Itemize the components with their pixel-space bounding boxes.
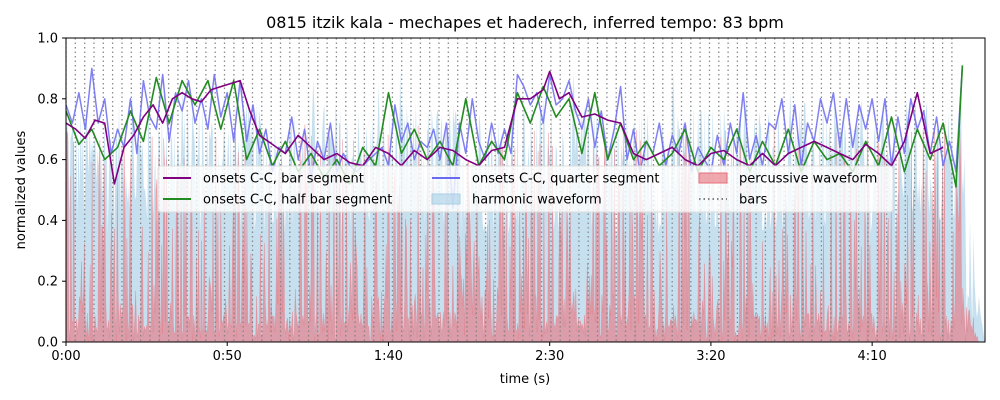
plot-frame — [65, 37, 986, 343]
x-axis: 0:00 0:50 1:40 2:30 3:20 4:10 — [51, 342, 887, 364]
legend-label: harmonic waveform — [472, 193, 602, 208]
chart-title: 0815 itzik kala - mechapes et haderech, … — [266, 13, 784, 32]
legend-label: onsets C-C, bar segment — [203, 172, 364, 187]
legend-label: onsets C-C, half bar segment — [203, 193, 392, 208]
y-axis: 0.0 0.2 0.4 0.6 0.8 1.0 — [37, 32, 66, 351]
y-tick-label: 0.8 — [37, 92, 58, 107]
series-line-half-bar-segment — [66, 65, 964, 188]
legend-entry: onsets C-C, quarter segment — [432, 172, 659, 187]
legend-label: bars — [739, 193, 768, 208]
percussive-waveform — [66, 123, 979, 342]
series-line-quarter-segment — [66, 65, 964, 209]
legend-swatch — [698, 172, 728, 184]
legend: onsets C-C, bar segment onsets C-C, half … — [157, 165, 894, 213]
legend-label: percussive waveform — [739, 172, 877, 187]
legend-entry: harmonic waveform — [431, 193, 602, 208]
bars-layer — [66, 38, 953, 342]
y-tick-label: 0.0 — [37, 336, 58, 351]
x-axis-label: time (s) — [500, 372, 550, 387]
y-axis-label: normalized values — [14, 130, 29, 249]
y-tick-label: 0.2 — [37, 275, 58, 290]
percussive-waveform-layer — [66, 123, 979, 342]
y-tick-label: 0.4 — [37, 214, 58, 229]
x-tick-label: 0:00 — [51, 349, 80, 364]
y-tick-label: 0.6 — [37, 153, 58, 168]
x-tick-label: 1:40 — [374, 349, 403, 364]
legend-label: onsets C-C, quarter segment — [472, 172, 659, 187]
y-tick-label: 1.0 — [37, 32, 58, 47]
legend-entry: percussive waveform — [698, 172, 877, 187]
legend-entry: onsets C-C, half bar segment — [163, 193, 392, 208]
x-tick-label: 2:30 — [535, 349, 564, 364]
x-tick-label: 3:20 — [696, 349, 725, 364]
legend-swatch — [431, 193, 461, 205]
legend-entry: bars — [699, 193, 768, 208]
x-tick-label: 4:10 — [858, 349, 887, 364]
x-tick-label: 0:50 — [213, 349, 242, 364]
legend-entry: onsets C-C, bar segment — [163, 172, 364, 187]
